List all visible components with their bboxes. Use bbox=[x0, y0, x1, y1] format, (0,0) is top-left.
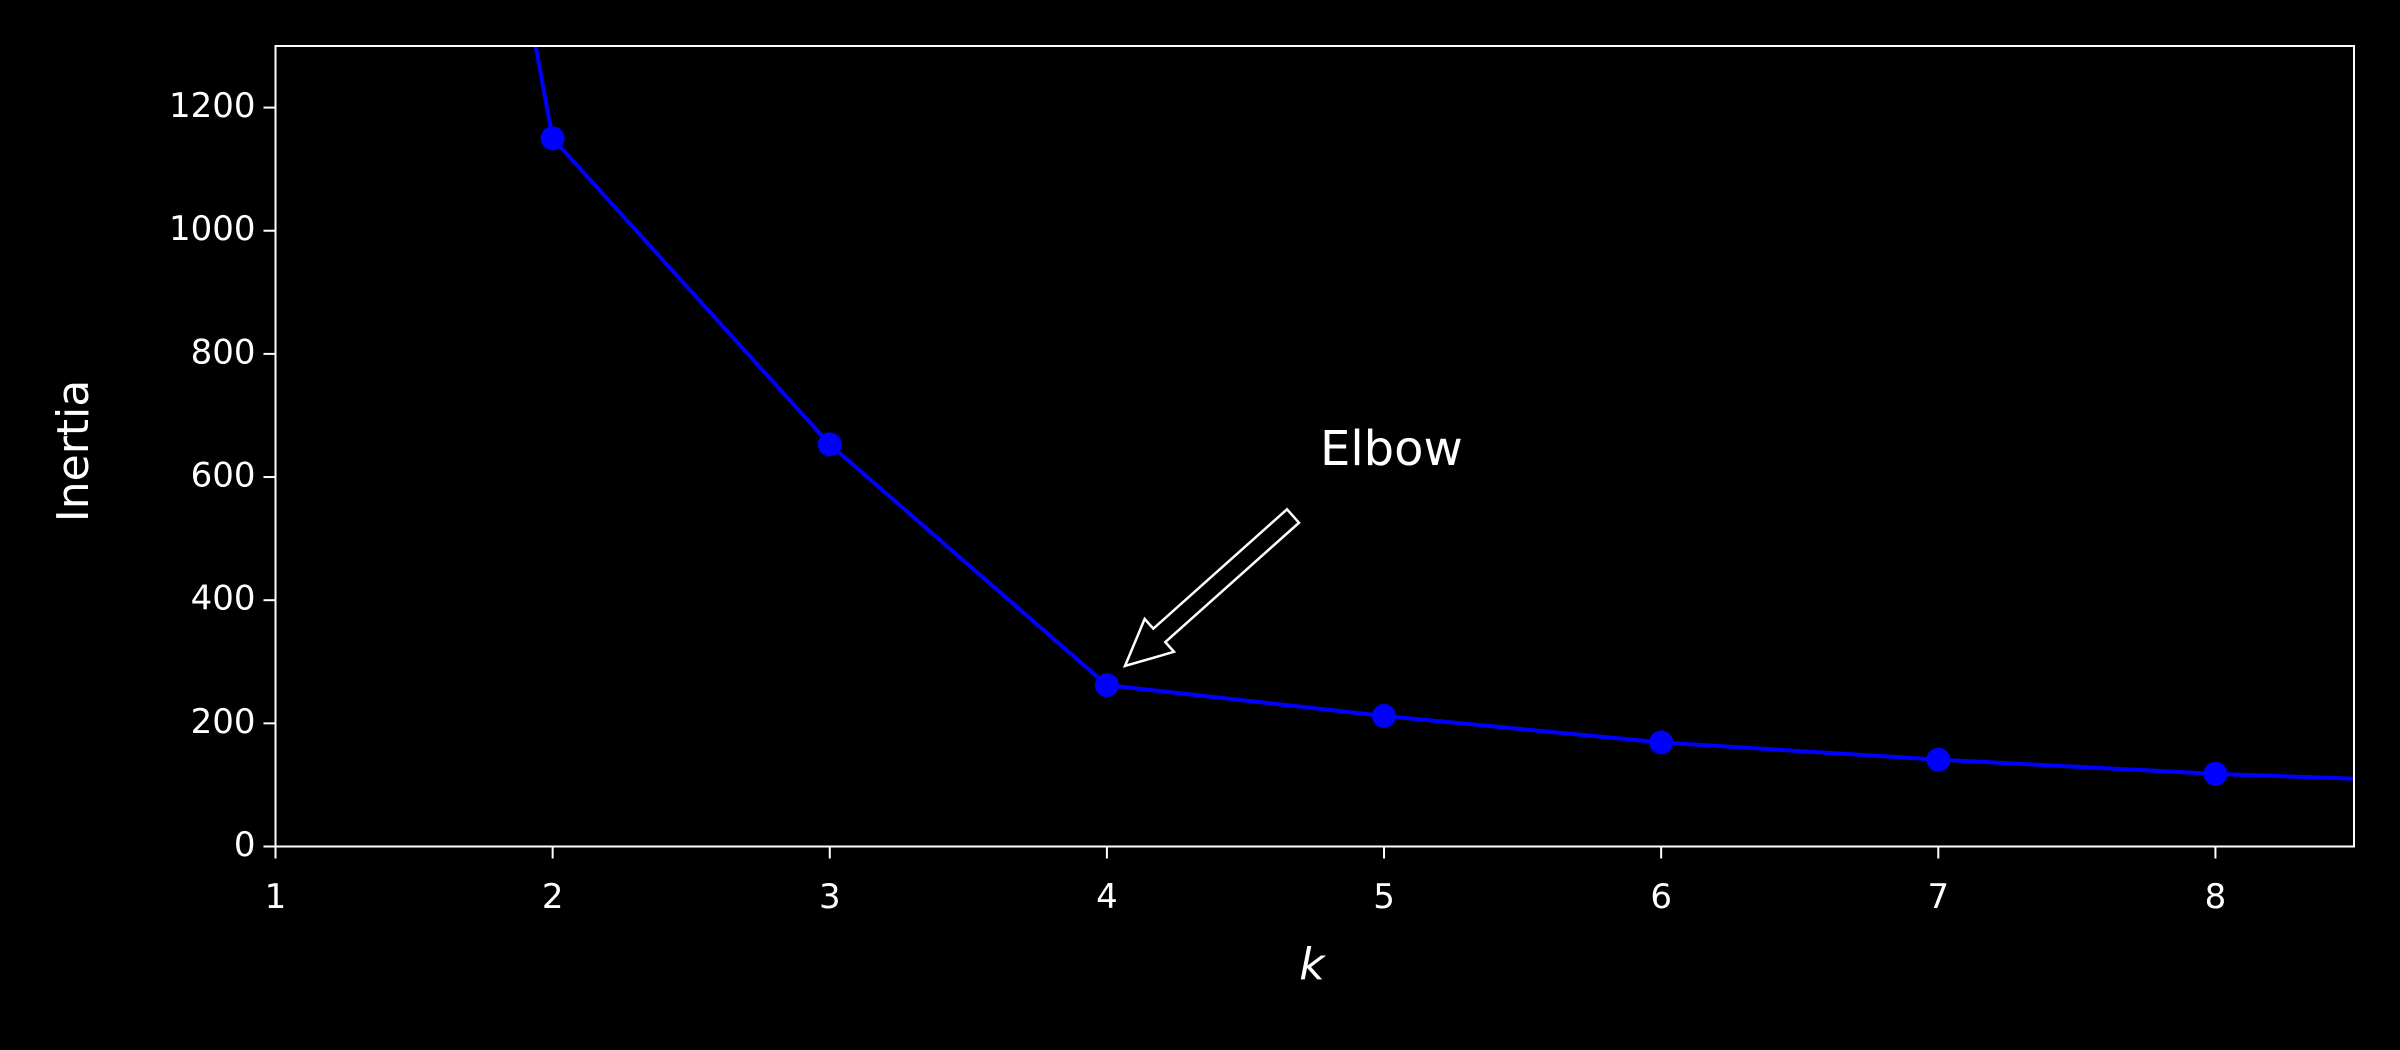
axes-frame bbox=[274, 45, 2355, 848]
x-tick-label: 6 bbox=[1650, 877, 1672, 917]
y-tick-label: 0 bbox=[234, 825, 256, 865]
y-tick-label: 1000 bbox=[169, 209, 256, 249]
x-tick-label: 1 bbox=[265, 877, 287, 917]
marker bbox=[1926, 747, 1951, 772]
annotation: Elbow bbox=[1320, 421, 1463, 477]
plot-area bbox=[533, 46, 2355, 786]
y-tick-label: 1200 bbox=[169, 86, 256, 126]
x-tick-label: 3 bbox=[819, 877, 841, 917]
marker bbox=[1649, 730, 1674, 755]
marker bbox=[1094, 673, 1119, 698]
y-tick-label: 800 bbox=[191, 332, 256, 372]
y-axis-label: Inertia bbox=[48, 380, 99, 522]
y-tick-label: 600 bbox=[191, 456, 256, 496]
marker bbox=[817, 432, 842, 457]
x-tick-label: 8 bbox=[2205, 877, 2227, 917]
y-tick-label: 200 bbox=[191, 702, 256, 742]
x-tick-label: 4 bbox=[1096, 877, 1118, 917]
x-tick-label: 2 bbox=[542, 877, 564, 917]
marker bbox=[1372, 703, 1397, 728]
marker bbox=[540, 126, 565, 151]
x-tick-label: 5 bbox=[1373, 877, 1395, 917]
marker bbox=[2203, 761, 2228, 786]
annotation-arrow bbox=[1122, 507, 1301, 668]
y-tick-label: 400 bbox=[191, 579, 256, 619]
x-tick-label: 7 bbox=[1927, 877, 1949, 917]
x-axis-label: k bbox=[1299, 939, 1326, 990]
